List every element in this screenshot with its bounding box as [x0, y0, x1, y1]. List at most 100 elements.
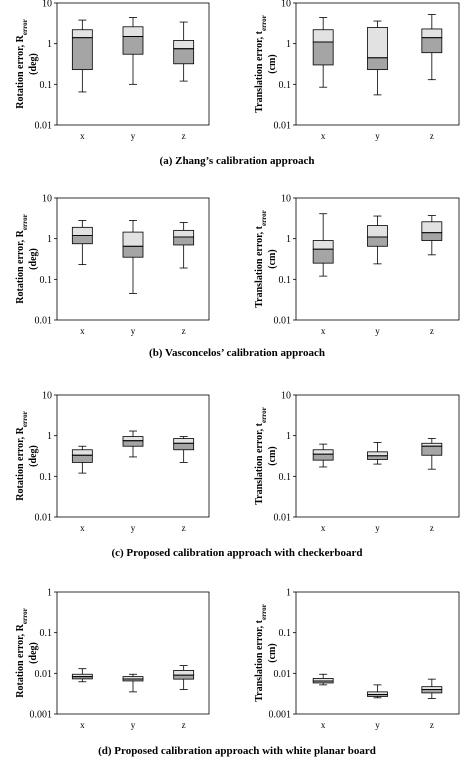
y-tick-label: 0.1	[279, 628, 292, 639]
y-axis-unit: (deg)	[28, 53, 39, 75]
y-tick-label: 1	[286, 39, 291, 50]
caption-c: (c) Proposed calibration approach with c…	[111, 547, 362, 559]
box-upper	[122, 26, 144, 37]
box-lower	[173, 48, 195, 65]
y-tick-label: 10	[42, 391, 52, 402]
y-tick-label: 1	[286, 234, 291, 245]
y-axis-label-sub: error	[260, 15, 268, 31]
x-tick-label: x	[80, 523, 85, 533]
box-upper	[367, 225, 388, 238]
box-upper	[71, 226, 93, 236]
box-x	[312, 17, 334, 88]
plot-frame	[56, 197, 210, 321]
box-z	[173, 21, 195, 82]
caption-b: (b) Vasconcelos’ calibration approach	[149, 347, 325, 359]
y-tick-label: 10	[42, 194, 52, 205]
y-axis-label-main: Rotation error, R	[15, 229, 26, 303]
y-tick-label: 0.01	[35, 513, 53, 524]
x-tick-label: x	[80, 131, 85, 141]
x-tick-label: y	[375, 131, 380, 141]
y-tick-label: 10	[281, 194, 291, 205]
box-x	[71, 445, 93, 474]
box-x	[312, 673, 334, 686]
plot-frame	[295, 591, 460, 715]
box-lower	[421, 37, 443, 54]
y-axis-unit: (cm)	[267, 643, 278, 662]
plot-frame	[295, 197, 460, 321]
y-tick-label: 1	[286, 431, 291, 442]
x-tick-label: z	[430, 131, 434, 141]
y-tick-label: 0.01	[274, 513, 292, 524]
box-lower	[71, 37, 93, 71]
x-tick-label: z	[182, 326, 186, 336]
box-lower	[367, 57, 388, 71]
box-lower	[122, 245, 144, 258]
y-tick-label: 0.1	[40, 80, 53, 91]
y-tick-label: 1	[286, 588, 291, 599]
x-tick-label: y	[375, 720, 380, 730]
y-axis-label-main: Translation error, t	[254, 30, 265, 112]
box-y	[367, 20, 388, 96]
y-axis-label-sub: error	[260, 210, 268, 226]
box-x	[71, 19, 93, 93]
box-lower	[312, 453, 334, 461]
box-y	[367, 442, 388, 465]
box-z	[421, 438, 443, 470]
y-axis-unit: (cm)	[267, 446, 278, 465]
plot-frame	[56, 394, 210, 518]
box-lower	[122, 36, 144, 55]
y-tick-label: 0.1	[40, 275, 53, 286]
x-tick-label: z	[182, 131, 186, 141]
x-tick-label: x	[321, 131, 326, 141]
box-upper	[173, 40, 195, 50]
box-upper	[71, 29, 93, 39]
box-upper	[367, 27, 388, 59]
box-z	[173, 665, 195, 690]
y-tick-label: 0.1	[279, 275, 292, 286]
x-tick-label: z	[430, 326, 434, 336]
plot-frame	[295, 2, 460, 126]
y-axis-label: Rotation error, Rerror	[15, 608, 29, 697]
y-tick-label: 1	[47, 588, 52, 599]
box-upper	[421, 28, 443, 39]
plot-frame	[56, 591, 210, 715]
y-axis-label: Translation error, terror	[254, 407, 268, 505]
y-axis-label-main: Rotation error, R	[15, 623, 26, 697]
y-tick-label: 0.1	[40, 628, 53, 639]
box-upper	[173, 438, 195, 444]
x-tick-label: y	[131, 720, 136, 730]
y-tick-label: 0.01	[35, 121, 53, 132]
y-tick-label: 0.001	[269, 710, 292, 721]
x-tick-label: z	[182, 523, 186, 533]
x-tick-label: y	[375, 523, 380, 533]
x-tick-label: x	[80, 720, 85, 730]
y-axis-unit: (deg)	[28, 642, 39, 664]
x-tick-label: y	[131, 523, 136, 533]
box-x	[71, 220, 93, 266]
y-axis-label: Rotation error, Rerror	[15, 214, 29, 303]
y-axis-label-main: Translation error, t	[254, 422, 265, 504]
y-axis-label-sub: error	[260, 604, 268, 620]
y-tick-label: 10	[281, 0, 291, 10]
y-tick-label: 0.01	[274, 669, 292, 680]
box-y	[122, 673, 144, 693]
box-lower	[421, 445, 443, 456]
y-tick-label: 1	[47, 39, 52, 50]
box-upper	[421, 221, 443, 234]
box-upper	[312, 240, 334, 250]
y-tick-label: 0.1	[40, 472, 53, 483]
y-axis-label-sub: error	[21, 411, 29, 427]
x-tick-label: y	[131, 326, 136, 336]
x-tick-label: x	[321, 720, 326, 730]
box-z	[173, 436, 195, 463]
y-axis-label-main: Translation error, t	[254, 225, 265, 307]
box-y	[122, 430, 144, 458]
box-upper	[312, 29, 334, 43]
box-lower	[421, 232, 443, 241]
x-tick-label: z	[430, 523, 434, 533]
y-axis-label-sub: error	[21, 214, 29, 230]
